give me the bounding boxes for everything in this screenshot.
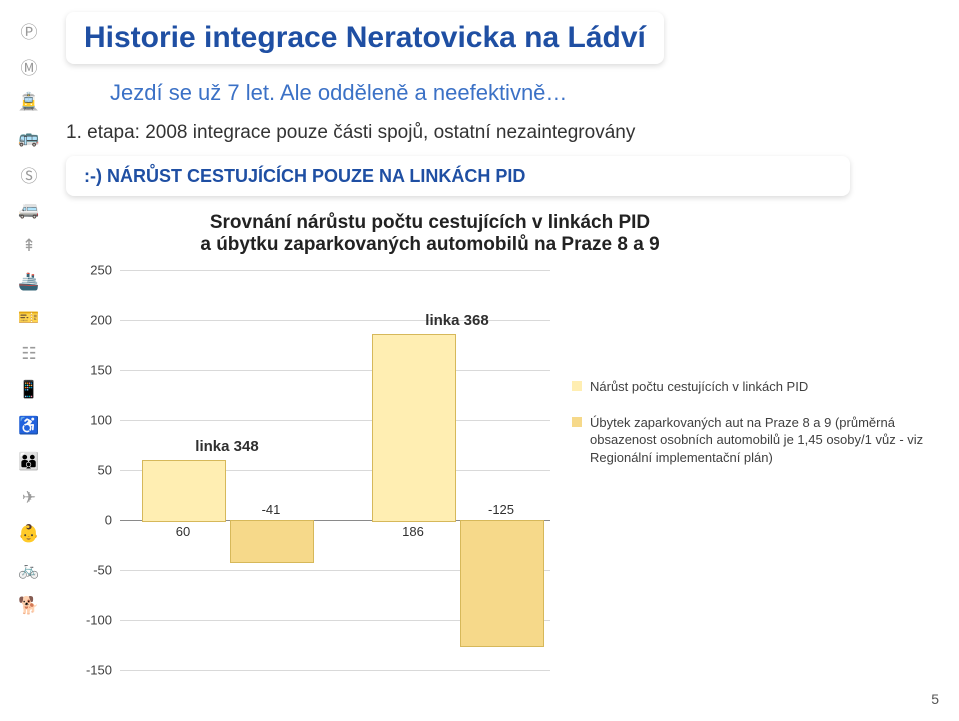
y-tick: -50 <box>93 563 120 578</box>
stroller-icon: 👶 <box>15 520 43 548</box>
slide-title: Historie integrace Neratovicka na Ládví <box>84 21 646 55</box>
y-tick: -150 <box>86 663 120 678</box>
grid-line <box>120 370 550 371</box>
sidebar: Ⓟ Ⓜ 🚊 🚌 Ⓢ 🚐 ⇞ 🚢 🎫 ☷ 📱 ♿ 👪 ✈ 👶 🚲 🐕 <box>10 12 48 628</box>
phone-icon: 📱 <box>15 376 43 404</box>
etapa-text: 2008 integrace pouze části spojů, ostatn… <box>145 122 635 143</box>
y-tick: 50 <box>98 463 120 478</box>
chart-plot: -150-100-5005010015020025060-41linka 348… <box>120 270 550 670</box>
regional-bus-icon: 🚐 <box>15 196 43 224</box>
s-line-icon: Ⓢ <box>15 160 43 188</box>
chart-heading-line2: a úbytku zaparkovaných automobilů na Pra… <box>150 234 710 256</box>
y-tick: 150 <box>90 363 120 378</box>
group-label: linka 368 <box>425 312 488 329</box>
etapa-line: 1. etapa: 2008 integrace pouze části spo… <box>66 122 635 144</box>
logo-pid-icon: Ⓟ <box>15 16 43 44</box>
bar <box>230 520 314 563</box>
bar-label: -41 <box>262 502 281 517</box>
timetable-icon: ☷ <box>15 340 43 368</box>
slide-subtitle: Jezdí se už 7 let. Ale odděleně a neefek… <box>110 80 567 106</box>
legend-item: Úbytek zaparkovaných aut na Praze 8 a 9 … <box>572 414 932 467</box>
y-tick: 100 <box>90 413 120 428</box>
wheelchair-icon: ♿ <box>15 412 43 440</box>
etapa-prefix: 1. etapa: <box>66 122 145 143</box>
tram-icon: 🚊 <box>15 88 43 116</box>
info-pill: :-) NÁRŮST CESTUJÍCÍCH POUZE NA LINKÁCH … <box>66 156 850 196</box>
y-tick: 0 <box>105 513 120 528</box>
ferry-icon: 🚢 <box>15 268 43 296</box>
info-pill-text: :-) NÁRŮST CESTUJÍCÍCH POUZE NA LINKÁCH … <box>84 166 525 187</box>
animal-icon: 🐕 <box>15 592 43 620</box>
legend-swatch <box>572 381 582 391</box>
bar-label: -125 <box>488 502 514 517</box>
legend-text: Úbytek zaparkovaných aut na Praze 8 a 9 … <box>590 414 932 467</box>
legend-text: Nárůst počtu cestujících v linkách PID <box>590 378 808 396</box>
slide-title-pill: Historie integrace Neratovicka na Ládví <box>66 12 664 64</box>
y-tick: 250 <box>90 263 120 278</box>
legend-swatch <box>572 417 582 427</box>
bar <box>142 460 226 522</box>
group-label: linka 348 <box>195 438 258 455</box>
legend-item: Nárůst počtu cestujících v linkách PID <box>572 378 932 396</box>
y-tick: -100 <box>86 613 120 628</box>
bike-icon: 🚲 <box>15 556 43 584</box>
grid-line <box>120 270 550 271</box>
bar-label: 186 <box>402 524 424 539</box>
funicular-icon: ⇞ <box>15 232 43 260</box>
bar <box>372 334 456 522</box>
page-number: 5 <box>931 691 939 707</box>
plane-icon: ✈ <box>15 484 43 512</box>
bar <box>460 520 544 647</box>
chart-heading: Srovnání nárůstu počtu cestujících v lin… <box>150 212 710 256</box>
bar-label: 60 <box>176 524 190 539</box>
ticket-icon: 🎫 <box>15 304 43 332</box>
grid-line <box>120 420 550 421</box>
grid-line <box>120 670 550 671</box>
family-icon: 👪 <box>15 448 43 476</box>
chart-legend: Nárůst počtu cestujících v linkách PID Úb… <box>572 378 932 484</box>
metro-icon: Ⓜ <box>15 52 43 80</box>
y-tick: 200 <box>90 313 120 328</box>
chart-heading-line1: Srovnání nárůstu počtu cestujících v lin… <box>150 212 710 234</box>
bus-icon: 🚌 <box>15 124 43 152</box>
